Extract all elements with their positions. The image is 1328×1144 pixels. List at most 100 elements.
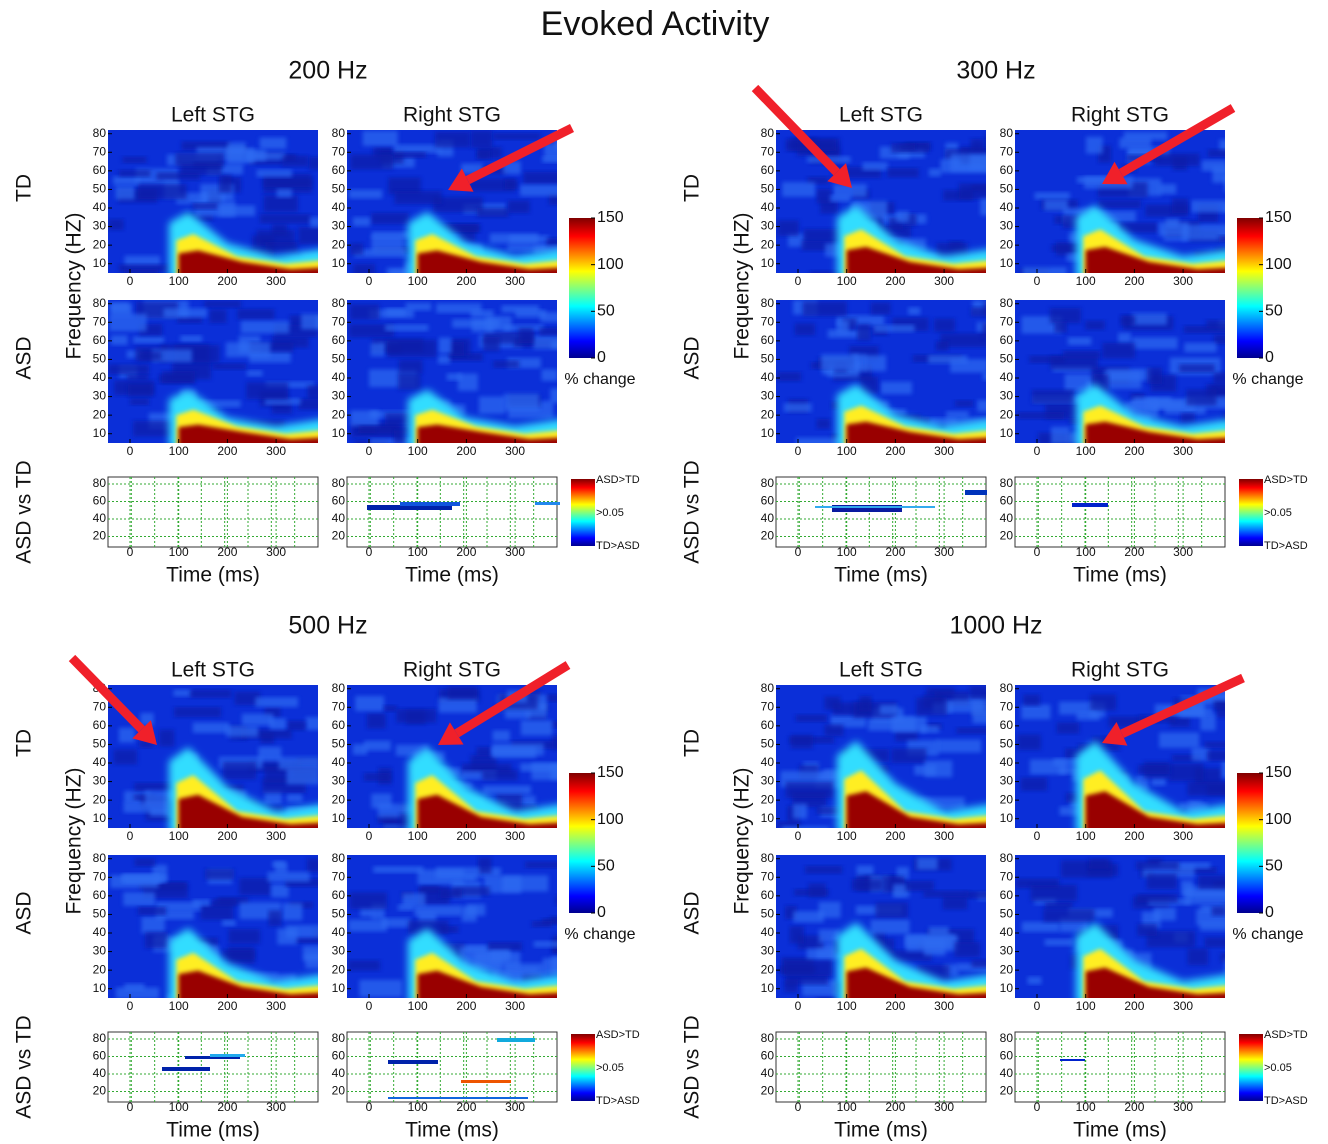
- heatmap-cell: [789, 926, 805, 944]
- heatmap-cell: [522, 827, 556, 828]
- heatmap: [776, 855, 986, 998]
- heatmap-cell: [1087, 744, 1120, 752]
- heatmap-cell: [239, 877, 271, 896]
- heatmap-cell: [371, 235, 404, 253]
- heatmap-cell: [520, 763, 557, 772]
- heatmap-cell: [851, 878, 883, 891]
- arrow-shaft: [454, 661, 571, 738]
- heatmap-cell: [1150, 272, 1169, 273]
- x-tick-label: 100: [169, 1100, 189, 1114]
- heatmap-cell: [950, 153, 986, 172]
- heatmap: [108, 685, 318, 828]
- heatmap-cell: [298, 226, 318, 245]
- heatmap-cell: [1187, 781, 1225, 796]
- heatmap: [347, 855, 557, 998]
- y-tick-label: 60: [93, 1049, 107, 1063]
- x-tick-label: 0: [366, 444, 373, 458]
- heatmap-cell: [916, 697, 948, 716]
- x-tick-label: 100: [1076, 999, 1096, 1013]
- heatmap-cell: [483, 337, 500, 352]
- heatmap-cell: [897, 148, 925, 158]
- heatmap-cell: [940, 333, 986, 348]
- y-tick-label: 10: [332, 811, 346, 825]
- heatmap-cell: [1204, 937, 1225, 948]
- y-tick-label: 60: [761, 888, 775, 902]
- x-tick-label: 200: [456, 1100, 476, 1114]
- heatmap: [1015, 855, 1225, 998]
- stat-frame: [107, 476, 319, 548]
- heatmap-cell: [298, 398, 318, 410]
- stat-colorbar-label: TD>ASD: [596, 540, 640, 552]
- y-tick-label: 60: [332, 494, 346, 508]
- heatmap-cell: [1206, 320, 1225, 329]
- heatmap-cell: [1224, 958, 1225, 976]
- x-tick-label: 0: [795, 545, 802, 559]
- heatmap-cell: [805, 865, 843, 874]
- heatmap-cell: [1224, 205, 1225, 212]
- heatmap-cell: [1191, 747, 1210, 761]
- y-tick-label: 30: [332, 219, 346, 233]
- colorbar-tick-label: 50: [597, 858, 615, 875]
- heatmap-cell: [984, 134, 986, 147]
- x-tick-label: 100: [408, 1100, 428, 1114]
- heatmap-cell: [113, 749, 138, 765]
- heatmap-cell: [264, 790, 282, 805]
- heatmap-cell: [830, 715, 867, 728]
- stat-cluster: [210, 1054, 245, 1057]
- heatmap-cell: [227, 147, 255, 164]
- heatmap-cell: [928, 168, 941, 177]
- heatmap-cell: [1213, 699, 1225, 710]
- heatmap-cell: [485, 316, 512, 331]
- y-tick-label: 10: [761, 426, 775, 440]
- heatmap-cell: [507, 357, 541, 369]
- y-tick-label: 60: [1000, 494, 1014, 508]
- heatmap-cell: [862, 162, 888, 171]
- heatmap-cell: [461, 163, 484, 175]
- heatmap-cell: [177, 316, 203, 324]
- heatmap-cell: [394, 190, 442, 205]
- x-tick-label: 200: [456, 545, 476, 559]
- heatmap-cell: [110, 303, 133, 317]
- heatmap-cell: [792, 803, 808, 819]
- stat-colorbar: [571, 1034, 595, 1101]
- heatmap: [1015, 130, 1225, 273]
- heatmap-cell: [1146, 367, 1163, 384]
- heatmap-cell: [1034, 192, 1070, 200]
- stat-colorbar-label: ASD>TD: [1264, 1029, 1308, 1041]
- row-label: ASD vs TD: [13, 1015, 36, 1118]
- heatmap-cell: [1077, 176, 1110, 184]
- y-tick-label: 20: [1000, 407, 1014, 421]
- heatmap-cell: [109, 313, 147, 332]
- colorbar: [569, 218, 595, 358]
- arrow-shaft: [1120, 673, 1245, 738]
- heatmap-cell: [130, 398, 150, 406]
- heatmap-cell: [1131, 337, 1178, 350]
- y-tick-label: 60: [761, 494, 775, 508]
- response: [1085, 791, 1225, 828]
- heatmap-cell: [943, 190, 974, 201]
- heatmap-cell: [801, 240, 836, 251]
- y-tick-label: 10: [1000, 256, 1014, 270]
- heatmap-cell: [1181, 224, 1225, 241]
- heatmap-cell: [525, 861, 557, 869]
- heatmap-cell: [1207, 149, 1225, 158]
- heatmap-cell: [156, 172, 200, 180]
- y-tick-label: 30: [1000, 774, 1014, 788]
- y-tick-label: 30: [332, 389, 346, 403]
- heatmap-cell: [1191, 802, 1208, 811]
- y-tick-label: 60: [332, 1049, 346, 1063]
- y-tick-label: 30: [93, 219, 107, 233]
- x-tick-label: 100: [169, 274, 189, 288]
- y-tick-label: 30: [1000, 219, 1014, 233]
- x-tick-label: 0: [1034, 1100, 1041, 1114]
- heatmap-cell: [785, 781, 834, 799]
- heatmap-cell: [123, 802, 172, 813]
- heatmap-cell: [502, 875, 549, 892]
- heatmap-cell: [970, 139, 984, 154]
- heatmap-cell: [1043, 908, 1095, 922]
- y-tick-label: 60: [761, 1049, 775, 1063]
- heatmap-cell: [918, 797, 965, 809]
- heatmap-cell: [1118, 332, 1131, 344]
- y-tick-label: 80: [332, 681, 346, 695]
- heatmap-cell: [483, 331, 535, 344]
